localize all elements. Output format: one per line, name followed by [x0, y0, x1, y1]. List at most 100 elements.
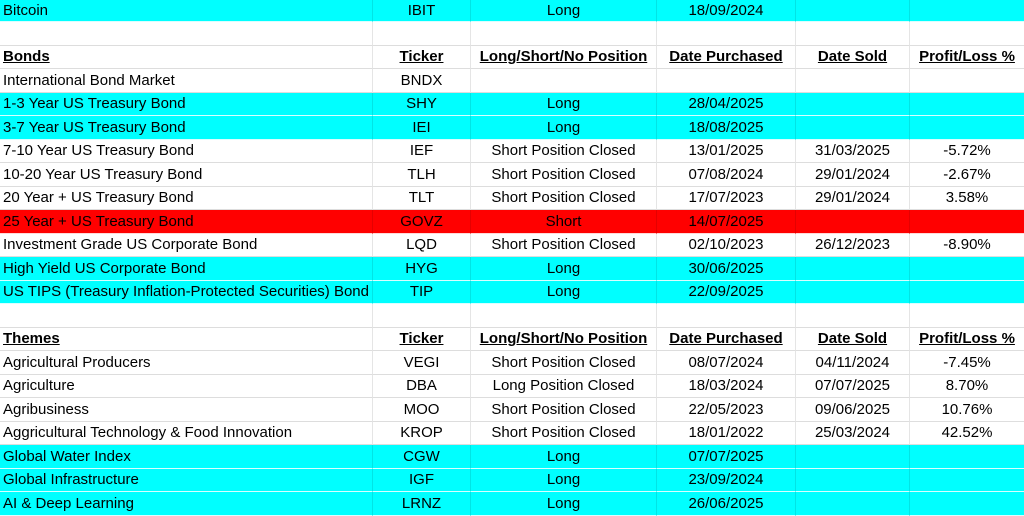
cell[interactable] [910, 304, 1024, 328]
cell[interactable]: IGF [373, 468, 471, 492]
cell[interactable] [471, 22, 657, 46]
cell[interactable]: 28/04/2025 [657, 92, 796, 116]
cell[interactable]: 8.70% [910, 374, 1024, 398]
cell[interactable]: 3.58% [910, 186, 1024, 210]
cell[interactable] [910, 210, 1024, 234]
cell[interactable] [910, 22, 1024, 46]
cell[interactable]: -5.72% [910, 139, 1024, 163]
cell[interactable]: TLH [373, 163, 471, 187]
cell[interactable] [657, 69, 796, 93]
header-cell[interactable]: Date Purchased [657, 45, 796, 69]
cell[interactable]: High Yield US Corporate Bond [0, 257, 373, 281]
cell[interactable]: Short Position Closed [471, 398, 657, 422]
cell[interactable]: 1-3 Year US Treasury Bond [0, 92, 373, 116]
cell[interactable]: Long [471, 280, 657, 304]
cell[interactable]: 14/07/2025 [657, 210, 796, 234]
cell[interactable]: 22/09/2025 [657, 280, 796, 304]
cell[interactable] [910, 257, 1024, 281]
cell[interactable]: -8.90% [910, 233, 1024, 257]
cell[interactable]: DBA [373, 374, 471, 398]
cell[interactable] [910, 69, 1024, 93]
cell[interactable]: 22/05/2023 [657, 398, 796, 422]
cell[interactable] [796, 492, 910, 516]
cell[interactable] [910, 116, 1024, 140]
cell[interactable]: Long [471, 0, 657, 22]
cell[interactable]: KROP [373, 421, 471, 445]
cell[interactable] [910, 92, 1024, 116]
cell[interactable] [796, 445, 910, 469]
cell[interactable] [796, 22, 910, 46]
cell[interactable] [796, 468, 910, 492]
cell[interactable]: 20 Year + US Treasury Bond [0, 186, 373, 210]
cell[interactable]: IEF [373, 139, 471, 163]
cell[interactable]: 07/08/2024 [657, 163, 796, 187]
cell[interactable] [910, 445, 1024, 469]
cell[interactable]: 18/08/2025 [657, 116, 796, 140]
cell[interactable]: -2.67% [910, 163, 1024, 187]
cell[interactable] [796, 257, 910, 281]
header-cell[interactable]: Date Sold [796, 327, 910, 351]
header-cell[interactable]: Ticker [373, 45, 471, 69]
cell[interactable] [796, 280, 910, 304]
cell[interactable]: 18/01/2022 [657, 421, 796, 445]
cell[interactable]: Agriculture [0, 374, 373, 398]
cell[interactable] [796, 116, 910, 140]
cell[interactable]: Long [471, 445, 657, 469]
cell[interactable]: BNDX [373, 69, 471, 93]
cell[interactable]: 07/07/2025 [796, 374, 910, 398]
cell[interactable] [910, 0, 1024, 22]
cell[interactable] [657, 22, 796, 46]
cell[interactable] [796, 304, 910, 328]
cell[interactable] [471, 69, 657, 93]
cell[interactable] [0, 304, 373, 328]
cell[interactable]: Bitcoin [0, 0, 373, 22]
header-cell[interactable]: Ticker [373, 327, 471, 351]
cell[interactable]: Agribusiness [0, 398, 373, 422]
cell[interactable]: 17/07/2023 [657, 186, 796, 210]
cell[interactable]: 7-10 Year US Treasury Bond [0, 139, 373, 163]
cell[interactable]: Short Position Closed [471, 351, 657, 375]
cell[interactable]: Aggricultural Technology & Food Innovati… [0, 421, 373, 445]
header-cell[interactable]: Date Purchased [657, 327, 796, 351]
cell[interactable]: Short Position Closed [471, 233, 657, 257]
cell[interactable]: TLT [373, 186, 471, 210]
cell[interactable]: 29/01/2024 [796, 186, 910, 210]
cell[interactable]: 04/11/2024 [796, 351, 910, 375]
cell[interactable]: -7.45% [910, 351, 1024, 375]
header-cell[interactable]: Bonds [0, 45, 373, 69]
cell[interactable]: 42.52% [910, 421, 1024, 445]
cell[interactable] [910, 280, 1024, 304]
cell[interactable]: 31/03/2025 [796, 139, 910, 163]
cell[interactable]: 25 Year + US Treasury Bond [0, 210, 373, 234]
cell[interactable]: 18/03/2024 [657, 374, 796, 398]
cell[interactable]: Agricultural Producers [0, 351, 373, 375]
cell[interactable]: US TIPS (Treasury Inflation-Protected Se… [0, 280, 373, 304]
cell[interactable]: Short Position Closed [471, 139, 657, 163]
header-cell[interactable]: Long/Short/No Position [471, 327, 657, 351]
cell[interactable]: 02/10/2023 [657, 233, 796, 257]
cell[interactable]: 09/06/2025 [796, 398, 910, 422]
cell[interactable] [0, 22, 373, 46]
cell[interactable] [373, 304, 471, 328]
cell[interactable] [796, 210, 910, 234]
cell[interactable]: 10-20 Year US Treasury Bond [0, 163, 373, 187]
cell[interactable]: LRNZ [373, 492, 471, 516]
cell[interactable] [910, 468, 1024, 492]
cell[interactable]: Long [471, 468, 657, 492]
cell[interactable]: Short Position Closed [471, 186, 657, 210]
cell[interactable]: 26/06/2025 [657, 492, 796, 516]
cell[interactable]: VEGI [373, 351, 471, 375]
cell[interactable]: IBIT [373, 0, 471, 22]
cell[interactable]: CGW [373, 445, 471, 469]
header-cell[interactable]: Themes [0, 327, 373, 351]
cell[interactable]: 23/09/2024 [657, 468, 796, 492]
cell[interactable]: Short Position Closed [471, 163, 657, 187]
cell[interactable]: MOO [373, 398, 471, 422]
cell[interactable]: 29/01/2024 [796, 163, 910, 187]
cell[interactable]: HYG [373, 257, 471, 281]
cell[interactable]: Long [471, 92, 657, 116]
cell[interactable]: Long [471, 257, 657, 281]
cell[interactable]: Short Position Closed [471, 421, 657, 445]
header-cell[interactable]: Long/Short/No Position [471, 45, 657, 69]
cell[interactable]: 3-7 Year US Treasury Bond [0, 116, 373, 140]
